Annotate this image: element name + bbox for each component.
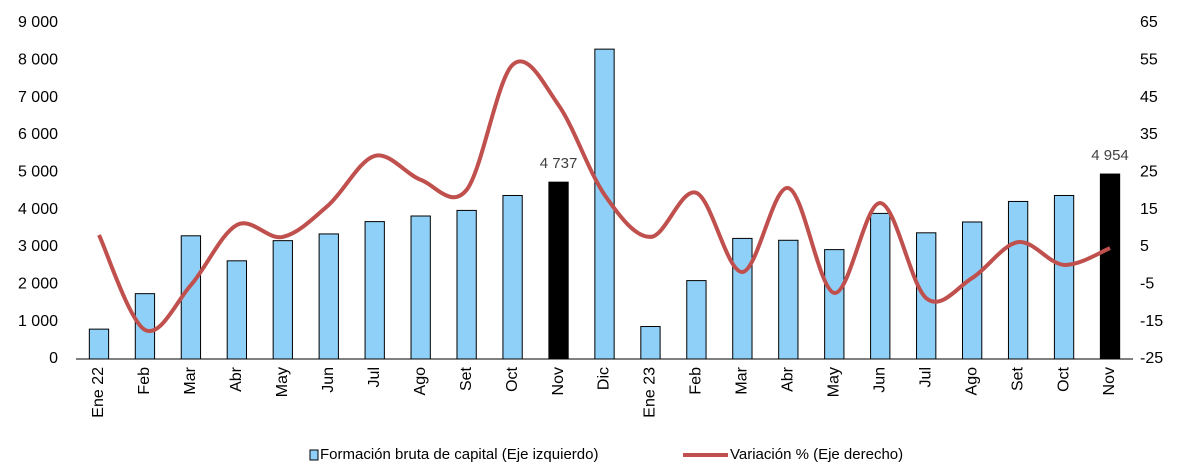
x-tick-label: Mar — [182, 366, 199, 394]
x-tick-label: Ago — [963, 367, 980, 396]
x-tick-label: Mar — [734, 366, 751, 394]
bar — [1007, 200, 1029, 360]
bar — [456, 209, 477, 360]
y-tick-label: 5 — [1140, 238, 1149, 255]
x-tick-label: Jun — [320, 367, 337, 393]
bar — [548, 181, 569, 360]
x-tick-label: Jul — [917, 367, 934, 387]
y-tick-label: -15 — [1140, 313, 1163, 330]
x-tick-label: Ene 23 — [642, 367, 659, 418]
legend-label: Variación % (Eje derecho) — [730, 446, 903, 463]
bar — [272, 240, 293, 360]
x-tick-label: Ago — [412, 367, 429, 396]
x-tick-label: Oct — [504, 366, 521, 391]
bar — [778, 239, 799, 360]
x-tick-label: Abr — [780, 366, 797, 392]
y-tick-label: 55 — [1140, 52, 1158, 69]
x-tick-label: Dic — [596, 367, 613, 390]
y-tick-label: 3 000 — [18, 238, 58, 255]
bar — [226, 260, 247, 360]
x-tick-label: Jul — [366, 367, 383, 387]
y-tick-label: 9 000 — [18, 14, 58, 31]
bar — [640, 326, 661, 360]
x-tick-label: May — [274, 367, 291, 397]
y-tick-label: 2 000 — [18, 276, 58, 293]
bar — [318, 233, 339, 360]
bar — [962, 221, 983, 360]
legend-label: Formación bruta de capital (Eje izquierd… — [320, 446, 598, 463]
y-tick-label: 8 000 — [18, 52, 58, 69]
value-label: 4 737 — [540, 155, 578, 172]
line — [97, 59, 1111, 334]
y-tick-label: 25 — [1140, 164, 1158, 181]
x-tick-label: Feb — [688, 367, 705, 395]
x-tick-label: Feb — [136, 367, 153, 395]
y-tick-label: -25 — [1140, 350, 1163, 367]
bar — [364, 221, 385, 360]
value-label: 4 954 — [1091, 147, 1129, 164]
bar — [88, 328, 110, 360]
legend-swatch — [309, 449, 319, 461]
y-tick-label: -5 — [1140, 276, 1154, 293]
x-tick-label: Set — [458, 366, 475, 391]
bar — [824, 249, 845, 360]
y-tick-label: 15 — [1140, 201, 1158, 218]
bar — [1099, 173, 1121, 360]
y-tick-label: 1 000 — [18, 313, 58, 330]
x-tick-label: Nov — [1101, 367, 1118, 395]
y-tick-label: 7 000 — [18, 89, 58, 106]
x-tick-label: Set — [1009, 366, 1026, 391]
y-tick-label: 65 — [1140, 14, 1158, 31]
y-tick-label: 45 — [1140, 89, 1158, 106]
x-tick-label: Abr — [228, 366, 245, 392]
bar — [732, 237, 753, 360]
y-tick-label: 6 000 — [18, 126, 58, 143]
x-tick-label: Nov — [550, 367, 567, 395]
bar — [1053, 194, 1075, 360]
x-tick-label: Ene 22 — [90, 367, 107, 418]
y-tick-label: 0 — [49, 350, 58, 367]
x-tick-label: Oct — [1055, 366, 1072, 391]
x-tick-label: May — [826, 367, 843, 397]
bar — [686, 280, 707, 360]
bar — [180, 235, 202, 360]
bar — [502, 194, 523, 360]
y-tick-label: 35 — [1140, 126, 1158, 143]
y-tick-label: 4 000 — [18, 201, 58, 218]
y-tick-label: 5 000 — [18, 164, 58, 181]
bar — [410, 215, 431, 360]
bar — [870, 212, 891, 360]
x-tick-label: Jun — [871, 367, 888, 393]
